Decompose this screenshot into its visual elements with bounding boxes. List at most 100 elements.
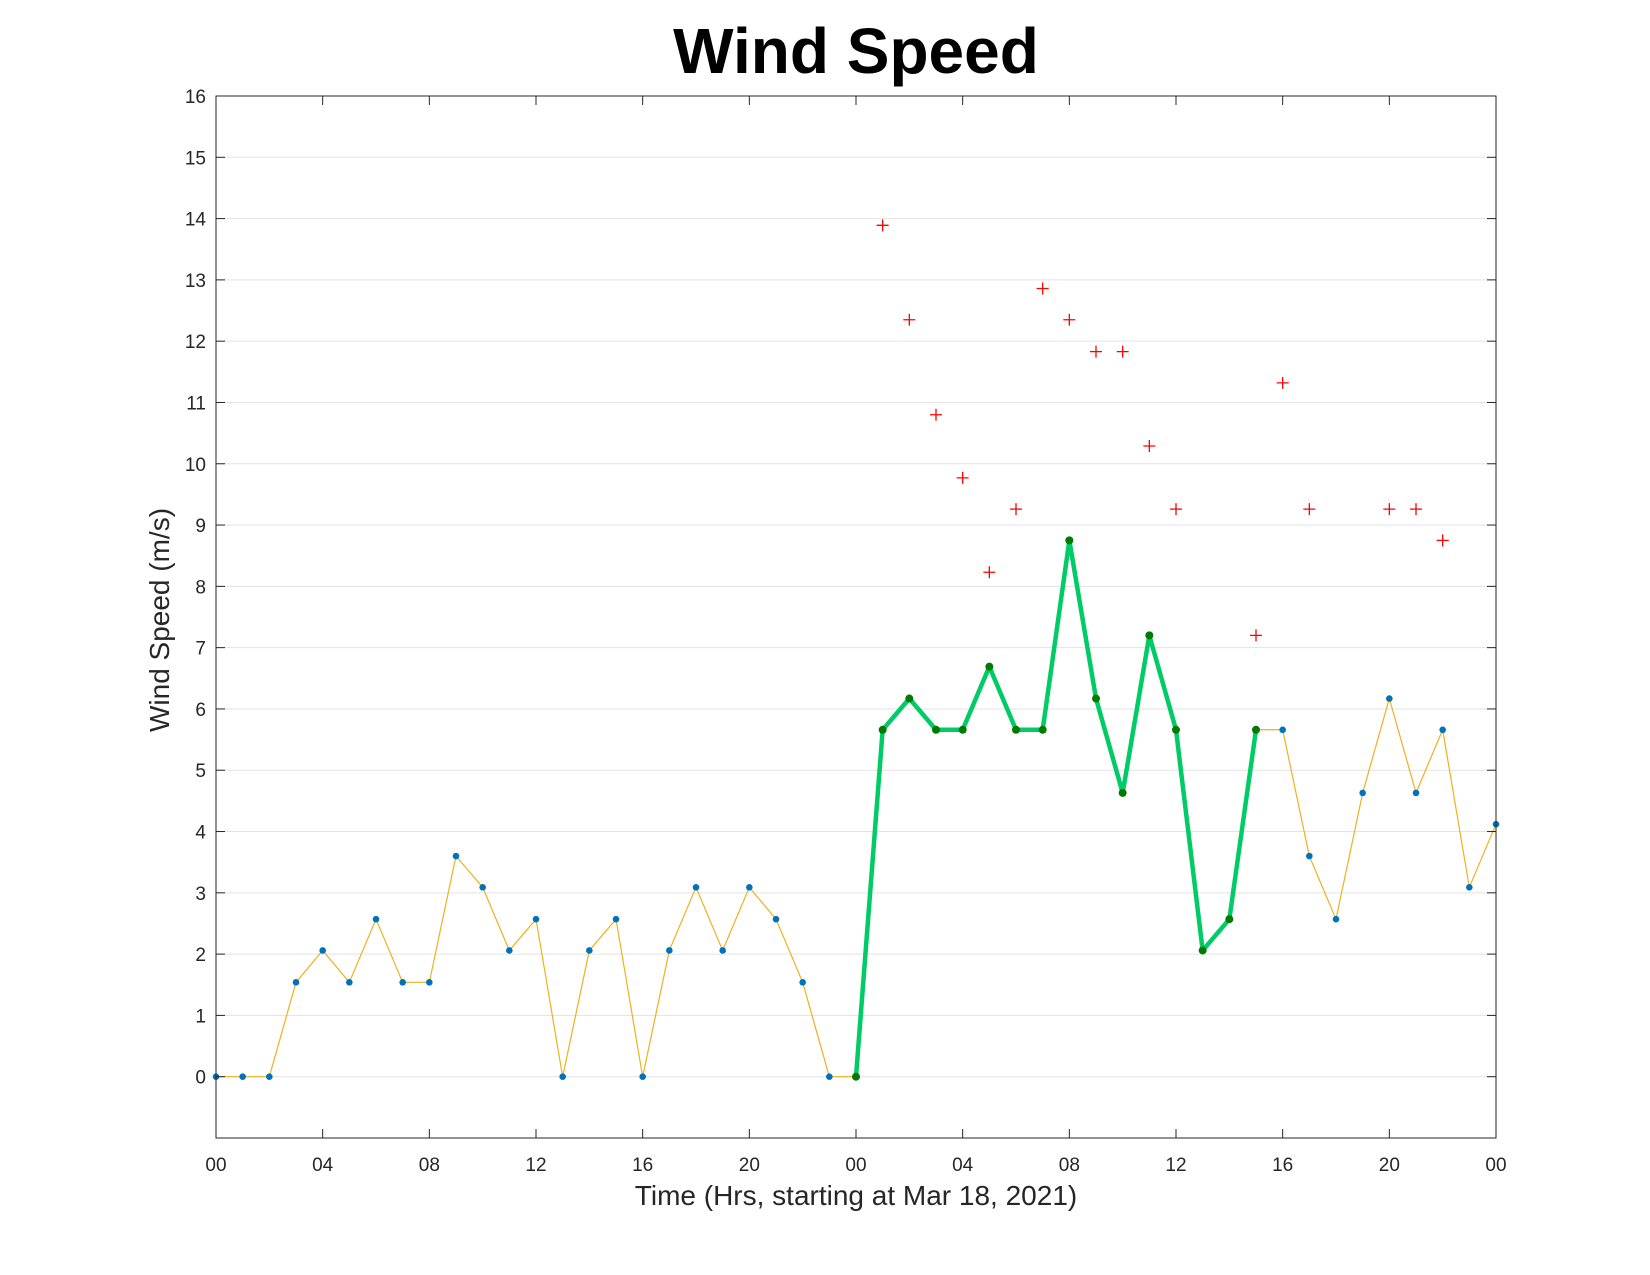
- highlight-point-5: [985, 662, 994, 671]
- gust-marker-10: [1143, 439, 1156, 452]
- plot-area: [216, 96, 1496, 1138]
- x-tick-label-11: 20: [1379, 1155, 1400, 1176]
- y-tick-label-16: 16: [185, 87, 206, 108]
- base-point-13: [559, 1073, 566, 1081]
- base-point-2: [266, 1073, 273, 1081]
- x-tick-label-0: 00: [205, 1155, 226, 1176]
- highlight-point-11: [1145, 631, 1154, 640]
- x-tick-label-9: 12: [1165, 1155, 1186, 1176]
- y-tick-label-0: 0: [195, 1068, 206, 1089]
- highlight-point-15: [1252, 725, 1260, 734]
- x-axis-ticks: 00 04 08 12 16 20 00 04 08 12 16 20 00: [205, 96, 1507, 1176]
- gust-marker-1: [903, 313, 916, 326]
- highlight-point-14: [1225, 915, 1234, 924]
- gust-marker-14: [1303, 503, 1316, 516]
- y-tick-label-9: 9: [195, 516, 206, 537]
- gust-marker-7: [1063, 313, 1076, 326]
- gust-marker-6: [1036, 282, 1049, 295]
- gust-marker-3: [956, 471, 969, 484]
- x-tick-label-1: 04: [312, 1155, 334, 1176]
- y-tick-label-10: 10: [185, 455, 206, 476]
- base-point-21: [772, 915, 780, 923]
- x-tick-label-12: 00: [1485, 1155, 1506, 1176]
- base-point-45: [1412, 789, 1420, 797]
- x-tick-label-2: 08: [419, 1155, 440, 1176]
- gust-marker-5: [1010, 503, 1022, 516]
- y-tick-label-6: 6: [195, 700, 206, 721]
- y-tick-label-8: 8: [195, 577, 206, 598]
- y-tick-label-3: 3: [195, 884, 206, 905]
- x-tick-label-10: 16: [1272, 1155, 1293, 1176]
- base-point-46: [1439, 726, 1446, 734]
- gust-marker-12: [1250, 629, 1262, 642]
- y-tick-label-15: 15: [185, 148, 206, 169]
- base-point-19: [719, 947, 726, 954]
- x-tick-label-4: 16: [632, 1155, 653, 1176]
- gust-marker-16: [1410, 503, 1422, 516]
- y-tick-label-12: 12: [185, 332, 206, 353]
- highlight-series-line: [853, 538, 1259, 1077]
- base-point-23: [826, 1073, 833, 1081]
- x-tick-label-8: 08: [1059, 1155, 1080, 1176]
- gust-marker-13: [1276, 376, 1289, 389]
- x-tick-label-7: 04: [952, 1155, 974, 1176]
- base-point-11: [506, 947, 513, 954]
- y-axis-label: Wind Speed (m/s): [144, 508, 175, 732]
- base-point-41: [1306, 852, 1313, 860]
- x-tick-label-5: 20: [739, 1155, 760, 1176]
- y-tick-label-14: 14: [185, 210, 207, 231]
- series-gust-markers: [876, 219, 1449, 642]
- chart-title: Wind Speed: [673, 15, 1039, 87]
- highlight-point-4: [958, 725, 967, 734]
- base-point-7: [399, 979, 406, 986]
- base-point-5: [346, 979, 353, 986]
- base-point-4: [319, 947, 326, 954]
- y-tick-label-13: 13: [185, 271, 206, 292]
- highlight-point-0: [852, 1072, 860, 1081]
- base-point-3: [292, 979, 300, 986]
- base-point-17: [666, 947, 673, 954]
- base-point-9: [452, 852, 460, 860]
- gust-marker-8: [1090, 345, 1102, 358]
- plot-background: [216, 96, 1496, 1138]
- highlight-point-9: [1092, 694, 1100, 703]
- highlight-point-13: [1198, 946, 1207, 955]
- base-point-44: [1386, 695, 1393, 702]
- base-point-12: [532, 915, 540, 923]
- gust-marker-0: [876, 219, 889, 232]
- base-point-1: [239, 1073, 246, 1081]
- highlight-point-6: [1012, 725, 1020, 734]
- gust-marker-11: [1170, 503, 1182, 516]
- base-point-15: [612, 915, 620, 923]
- y-tick-label-4: 4: [195, 823, 206, 844]
- base-point-6: [372, 915, 380, 923]
- y-tick-label-1: 1: [195, 1006, 206, 1027]
- highlight-point-12: [1172, 725, 1180, 734]
- y-tick-label-7: 7: [195, 639, 206, 660]
- base-point-10: [479, 884, 486, 891]
- highlight-point-7: [1038, 725, 1047, 734]
- highlight-point-2: [905, 694, 914, 703]
- base-point-18: [692, 884, 700, 891]
- highlight-point-10: [1118, 788, 1127, 797]
- base-point-16: [639, 1073, 646, 1081]
- base-point-8: [426, 979, 433, 986]
- x-axis-label: Time (Hrs, starting at Mar 18, 2021): [635, 1180, 1077, 1211]
- base-point-22: [799, 979, 806, 986]
- base-point-42: [1332, 915, 1340, 923]
- base-point-43: [1359, 789, 1366, 797]
- x-tick-label-3: 12: [525, 1155, 546, 1176]
- base-point-47: [1466, 884, 1473, 891]
- series-highlight-line: [852, 536, 1260, 1081]
- highlight-point-1: [878, 725, 887, 734]
- y-tick-label-2: 2: [195, 945, 206, 966]
- gust-marker-9: [1116, 345, 1129, 358]
- y-tick-label-5: 5: [195, 761, 206, 782]
- gust-marker-15: [1383, 503, 1396, 516]
- gust-marker-17: [1436, 534, 1449, 547]
- base-point-40: [1279, 726, 1286, 734]
- highlight-point-3: [932, 725, 940, 734]
- gust-marker-2: [930, 408, 942, 421]
